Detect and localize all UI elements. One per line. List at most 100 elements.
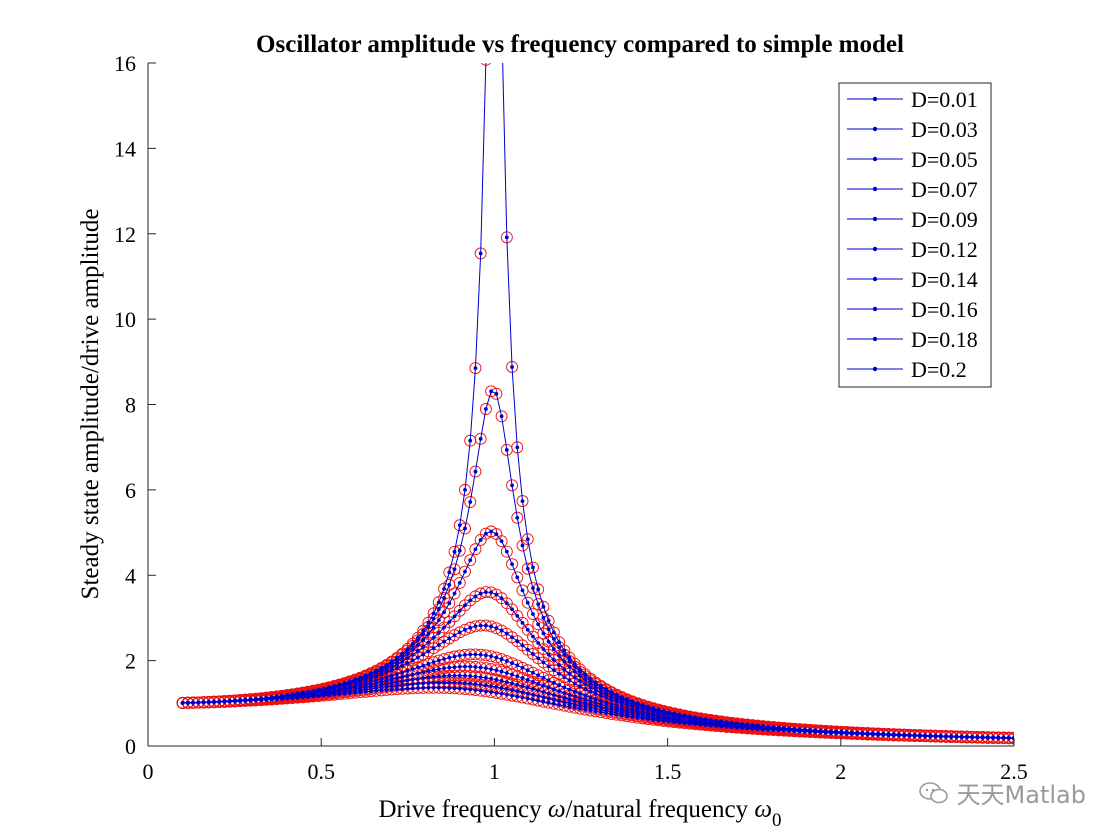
sim-point (536, 602, 541, 607)
sim-point (421, 676, 426, 680)
sim-point (567, 678, 572, 683)
sim-point (724, 724, 729, 729)
sim-point (630, 715, 635, 719)
model-marker (479, 403, 492, 415)
sim-point (180, 701, 185, 705)
plot-area (176, 63, 1014, 745)
sim-point (886, 733, 891, 738)
sim-point (604, 690, 609, 695)
sim-point (416, 665, 420, 670)
sim-point (426, 685, 431, 690)
sim-point (970, 735, 975, 740)
sim-point (410, 647, 415, 652)
model-marker (521, 596, 534, 609)
sim-point (389, 668, 394, 673)
sim-point (332, 692, 337, 697)
sim-point (583, 707, 588, 712)
sim-point (442, 666, 446, 671)
sim-point (416, 686, 420, 690)
sim-point (525, 696, 530, 701)
sim-point (379, 685, 384, 690)
model-marker (485, 385, 498, 398)
sim-point (431, 616, 436, 621)
sim-point (515, 689, 520, 694)
sim-point (515, 674, 520, 679)
sim-point (442, 680, 446, 685)
sim-point (468, 664, 473, 669)
sim-point (965, 735, 969, 740)
sim-point (473, 665, 478, 669)
sim-point (661, 719, 666, 723)
legend-marker (872, 246, 878, 252)
sim-point (395, 676, 399, 681)
legend-item: D=0.14 (847, 267, 978, 292)
sim-point (865, 732, 870, 737)
sim-point (917, 734, 922, 739)
sim-point (531, 565, 535, 570)
model-marker (469, 465, 482, 478)
sim-point (395, 687, 399, 692)
sim-point (269, 697, 274, 702)
sim-point (510, 688, 514, 693)
sim-point (400, 659, 405, 664)
sim-point (855, 732, 860, 736)
sim-point (473, 547, 478, 552)
sim-point (442, 610, 446, 615)
sim-point (599, 693, 603, 698)
sim-point (504, 549, 509, 554)
sim-point (562, 675, 567, 680)
sim-point (599, 710, 603, 715)
sim-point (400, 683, 405, 688)
sim-point (562, 696, 567, 700)
sim-point (734, 725, 739, 730)
sim-point (295, 695, 300, 700)
sim-point (416, 671, 420, 676)
legend-label: D=0.16 (911, 297, 978, 322)
sim-point (457, 673, 462, 678)
sim-point (368, 689, 373, 694)
sim-point (562, 700, 567, 705)
sim-point (473, 594, 478, 599)
watermark-text: 天天Matlab (956, 781, 1086, 809)
sim-point (389, 662, 394, 667)
sim-point (447, 601, 452, 606)
sim-point (599, 690, 603, 695)
sim-point (499, 669, 504, 674)
model-marker (464, 554, 477, 567)
sim-point (400, 670, 405, 675)
sim-point (504, 680, 509, 684)
sim-point (536, 698, 541, 703)
model-marker (500, 545, 513, 558)
sim-point (510, 483, 514, 488)
sim-point (431, 611, 436, 616)
sim-point (452, 665, 457, 669)
sim-point (572, 662, 577, 666)
sim-point (536, 587, 541, 592)
sim-point (248, 698, 253, 703)
sim-point (400, 663, 405, 668)
sim-point (604, 711, 609, 715)
sim-point (379, 688, 384, 693)
sim-point (452, 567, 457, 572)
model-marker (443, 597, 456, 610)
sim-point (274, 697, 279, 702)
sim-point (808, 730, 812, 734)
sim-point (614, 699, 619, 704)
sim-point (546, 652, 551, 657)
sim-point (478, 682, 483, 687)
sim-point (499, 691, 504, 696)
sim-point (510, 365, 514, 369)
sim-point (525, 668, 530, 673)
sim-point (395, 659, 399, 664)
sim-point (468, 558, 473, 563)
sim-point (850, 731, 854, 736)
y-tick-label: 14 (114, 136, 136, 161)
sim-point (551, 658, 556, 662)
sim-point (494, 668, 499, 673)
sim-point (489, 624, 494, 629)
sim-point (604, 703, 609, 708)
sim-point (541, 699, 546, 704)
sim-point (431, 646, 436, 651)
sim-point (405, 673, 410, 678)
